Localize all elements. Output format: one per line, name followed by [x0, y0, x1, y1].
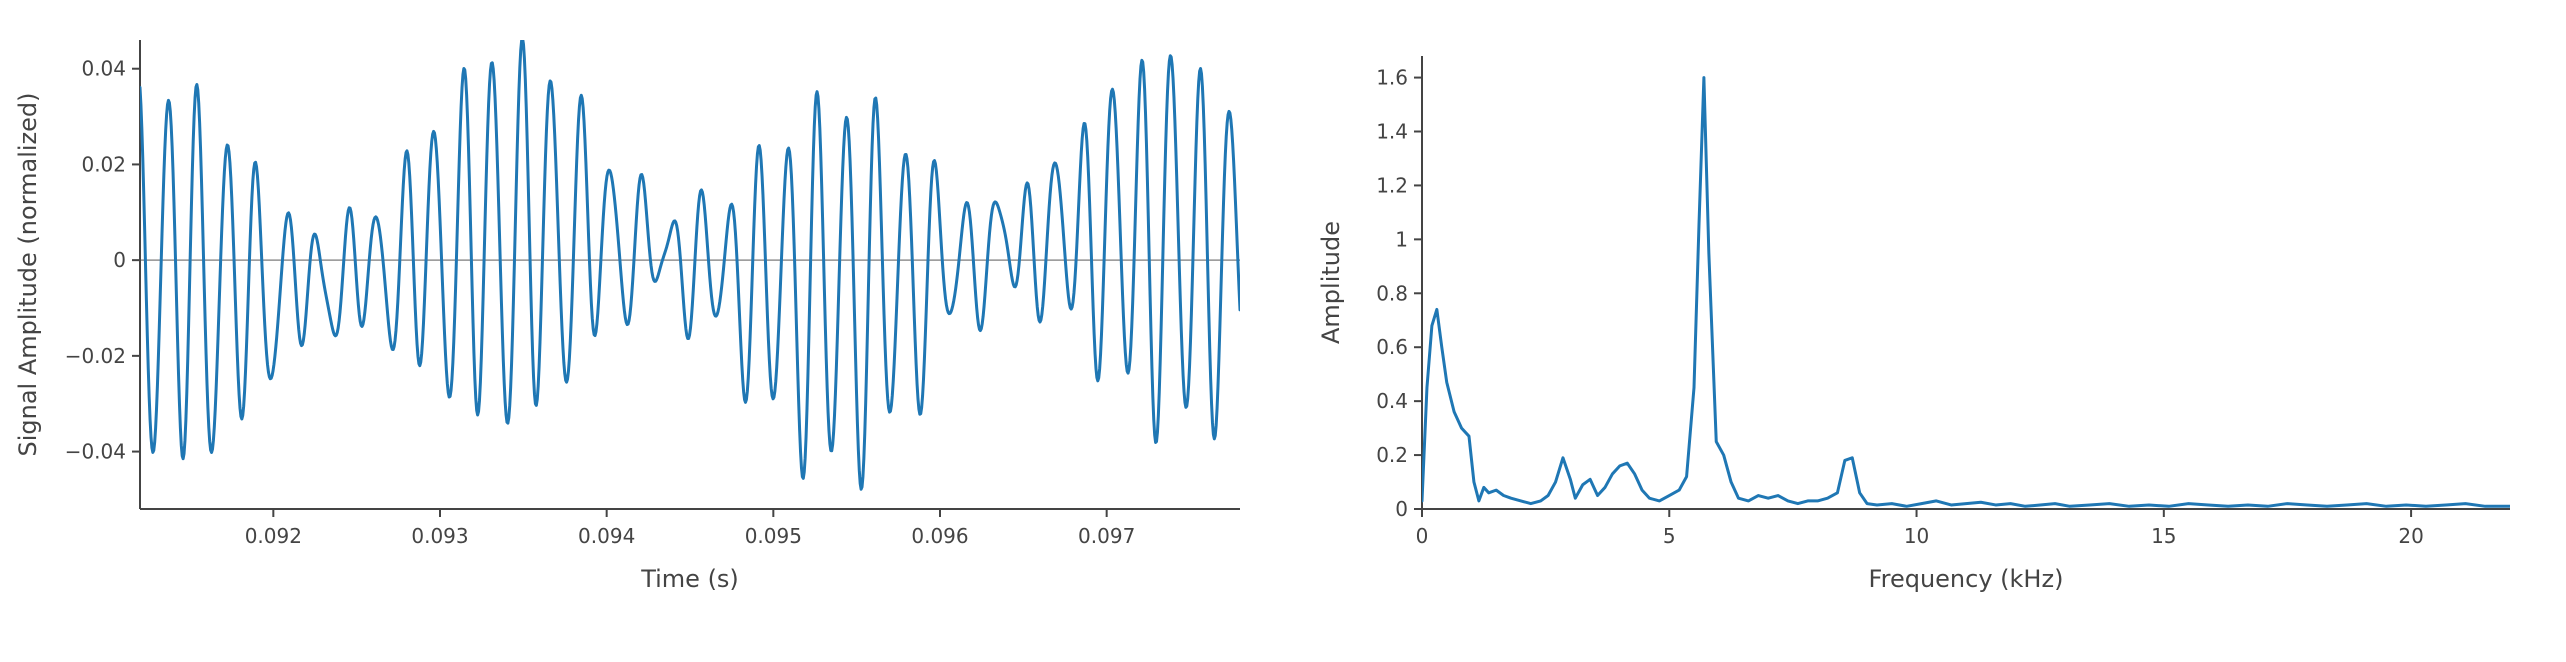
x-tick-label: 0.092 — [245, 524, 302, 548]
x-tick-label: 0.094 — [578, 524, 635, 548]
frequency-spectrum-line — [1422, 76, 2510, 508]
x-tick-label: 0.097 — [1078, 524, 1135, 548]
x-tick-label: 0.095 — [745, 524, 802, 548]
y-tick-label: −0.04 — [65, 440, 126, 464]
x-tick-label: 5 — [1663, 524, 1676, 548]
y-tick-label: 0.6 — [1376, 335, 1408, 359]
time-domain-waveform-plot: 0.092 0.093 0.094 0.095 0.096 0.097 −0.04 −0.02… — [14, 40, 1240, 593]
y-axis-title: Signal Amplitude (normalized) — [14, 92, 42, 456]
time-domain-waveform-line — [140, 40, 1240, 491]
y-tick-label: 1.4 — [1376, 120, 1408, 144]
y-tick-label: 0.02 — [81, 152, 126, 176]
y-tick-label: 0.4 — [1376, 389, 1408, 413]
x-tick-label: 0.096 — [911, 524, 968, 548]
y-tick-label: −0.02 — [65, 344, 126, 368]
y-tick-label: 1.6 — [1376, 66, 1408, 90]
y-tick-label: 0 — [113, 248, 126, 272]
y-axis-title: Amplitude — [1317, 221, 1345, 344]
frequency-spectrum-chart: 0 5 10 15 20 0 0.2 0.4 0.6 0.8 1 1.2 1.4 1.6 Frequency… — [1283, 0, 2566, 657]
x-tick-label: 20 — [2398, 524, 2423, 548]
x-tick-label: 0 — [1416, 524, 1429, 548]
y-tick-label: 0.04 — [81, 57, 126, 81]
y-tick-label: 0 — [1395, 497, 1408, 521]
y-tick-label: 1 — [1395, 227, 1408, 251]
y-tick-label: 1.2 — [1376, 173, 1408, 197]
x-tick-label: 15 — [2151, 524, 2176, 548]
x-axis-title: Time (s) — [640, 565, 739, 593]
y-tick-label: 0.2 — [1376, 443, 1408, 467]
x-tick-label: 10 — [1904, 524, 1929, 548]
y-tick-label: 0.8 — [1376, 281, 1408, 305]
x-axis-title: Frequency (kHz) — [1869, 565, 2064, 593]
frequency-spectrum-plot: 0 5 10 15 20 0 0.2 0.4 0.6 0.8 1 1.2 1.4 1.6 Frequency… — [1317, 56, 2510, 593]
time-domain-chart: 0.092 0.093 0.094 0.095 0.096 0.097 −0.04 −0.02… — [0, 0, 1283, 657]
x-tick-label: 0.093 — [411, 524, 468, 548]
